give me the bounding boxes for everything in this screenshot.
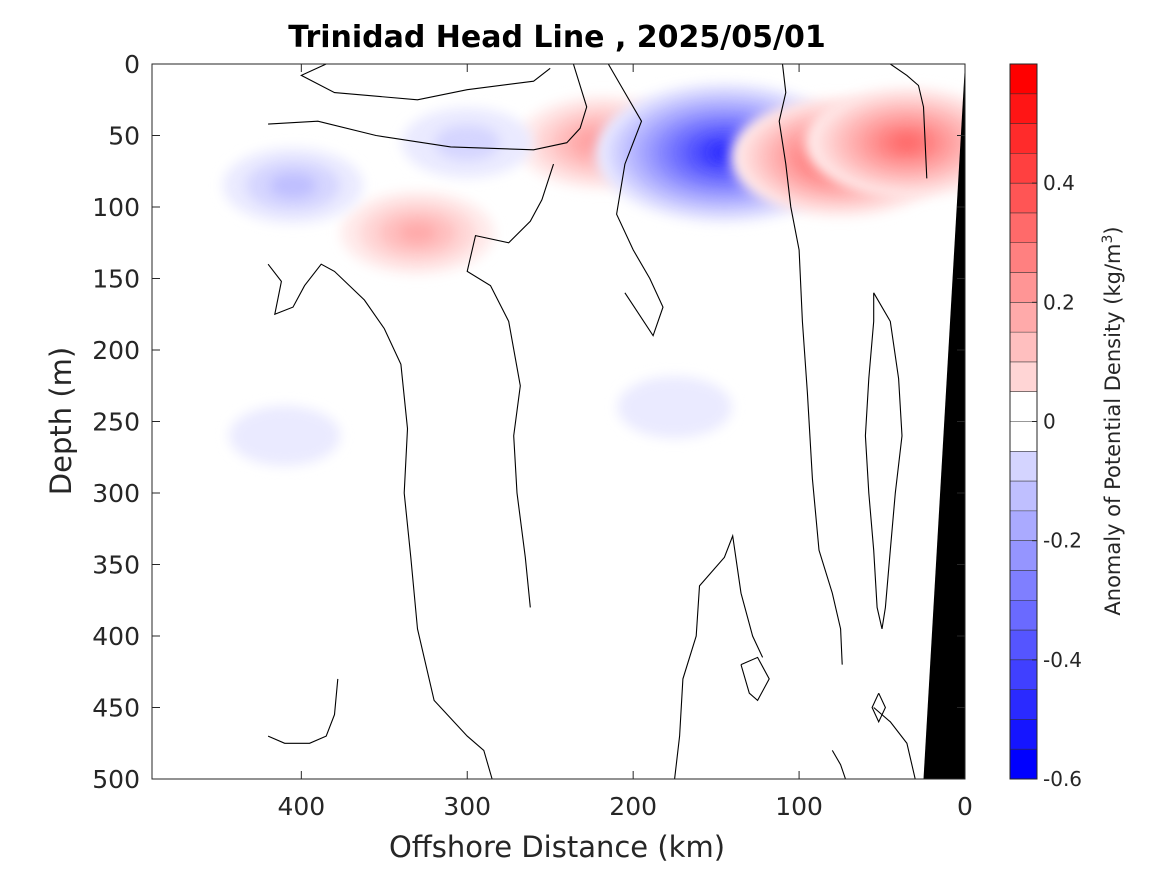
- colorbar-band: [1010, 123, 1037, 154]
- colorbar-band: [1010, 719, 1037, 750]
- colorbar-band: [1010, 421, 1037, 452]
- y-axis-ticks: 0 50 100 150 200 250 300 350 400 450 500: [92, 50, 965, 794]
- colorbar-band: [1010, 332, 1037, 363]
- anomaly-feature-7: [617, 376, 732, 439]
- colorbar-band: [1010, 600, 1037, 631]
- colorbar-band: [1010, 64, 1037, 95]
- zero-contour-6: [674, 533, 764, 779]
- anomaly-band: [269, 172, 317, 199]
- x-tick-label: 0: [957, 792, 973, 821]
- colorbar-band: [1010, 242, 1037, 274]
- anomaly-band: [617, 376, 732, 439]
- zero-contour-7: [740, 656, 770, 702]
- zero-contour-0: [300, 64, 551, 101]
- colorbar-band: [1010, 153, 1037, 184]
- colorbar-band: [1010, 570, 1037, 601]
- anomaly-field: [222, 82, 965, 466]
- y-tick-label: 250: [92, 408, 140, 437]
- colorbar: [1009, 63, 1038, 780]
- colorbar-band: [1010, 510, 1037, 542]
- anomaly-feature-0: [340, 191, 495, 275]
- y-tick-label: 300: [92, 479, 140, 508]
- y-tick-label: 450: [92, 694, 140, 723]
- zero-contour-8: [778, 64, 843, 665]
- anomaly-feature-5: [222, 147, 364, 224]
- anomaly-band: [398, 222, 437, 244]
- colorbar-band: [1010, 630, 1037, 661]
- colorbar-tick-label: -0.4: [1043, 648, 1082, 672]
- y-tick-label: 400: [92, 622, 140, 651]
- colorbar-band: [1010, 689, 1037, 720]
- colorbar-band: [1010, 481, 1037, 512]
- anomaly-band: [229, 405, 341, 466]
- y-tick-label: 200: [92, 336, 140, 365]
- colorbar-tick-label: 0.2: [1043, 290, 1075, 314]
- x-axis-ticks: 400 300 200 100 0: [277, 64, 973, 821]
- colorbar-band: [1010, 361, 1037, 393]
- anomaly-band: [434, 125, 500, 161]
- zero-contour-10: [871, 692, 887, 724]
- y-tick-label: 150: [92, 265, 140, 294]
- zero-contour-2: [267, 263, 493, 779]
- zero-contour-12: [873, 707, 916, 779]
- y-tick-label: 350: [92, 551, 140, 580]
- y-axis-label: Depth (m): [44, 347, 78, 495]
- anomaly-band: [892, 134, 922, 151]
- x-tick-label: 200: [609, 792, 657, 821]
- bathymetry-shelf: [923, 64, 965, 779]
- anomaly-feature-8: [229, 405, 341, 466]
- colorbar-band: [1010, 272, 1037, 303]
- colorbar-band: [1010, 212, 1037, 244]
- zero-contour-5: [607, 64, 664, 337]
- colorbar-tick-label: -0.2: [1043, 529, 1082, 553]
- colorbar-band: [1010, 749, 1037, 780]
- colorbar-tick-label: -0.6: [1043, 767, 1082, 791]
- chart-title: Trinidad Head Line , 2025/05/01: [288, 20, 825, 55]
- x-tick-label: 100: [775, 792, 823, 821]
- colorbar-label: Anomaly of Potential Density (kg/m3): [1100, 226, 1125, 615]
- colorbar-band: [1010, 302, 1037, 333]
- y-tick-label: 50: [108, 122, 140, 151]
- colorbar-band: [1010, 183, 1037, 214]
- colorbar-band: [1010, 93, 1037, 125]
- colorbar-tick-label: 0: [1043, 410, 1056, 434]
- x-axis-label: Offshore Distance (km): [389, 830, 725, 864]
- y-tick-label: 100: [92, 193, 140, 222]
- colorbar-band: [1010, 659, 1037, 691]
- colorbar-band: [1010, 451, 1037, 482]
- anomaly-feature-6: [401, 107, 533, 178]
- zero-contours: [267, 64, 928, 779]
- colorbar-band: [1010, 540, 1037, 571]
- zero-contour-11: [831, 750, 847, 779]
- colorbar-ticks: 0.4 0.2 0 -0.2 -0.4 -0.6: [1032, 171, 1082, 791]
- zero-contour-3: [267, 678, 339, 744]
- anomaly-feature-4: [804, 87, 965, 198]
- y-tick-label: 500: [92, 765, 140, 794]
- x-tick-label: 400: [277, 792, 325, 821]
- x-tick-label: 300: [443, 792, 491, 821]
- zero-contour-9: [864, 292, 903, 630]
- zero-contour-4: [466, 163, 555, 608]
- colorbar-tick-label: 0.4: [1043, 171, 1075, 195]
- zero-contour-13: [889, 64, 928, 179]
- colorbar-band: [1010, 391, 1037, 422]
- y-tick-label: 0: [124, 50, 140, 79]
- zero-contour-1: [268, 64, 588, 151]
